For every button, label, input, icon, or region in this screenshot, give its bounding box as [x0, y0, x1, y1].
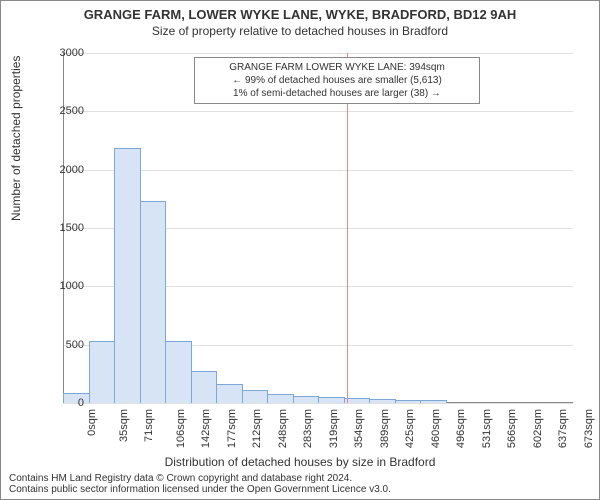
x-tick-label: 425sqm [404, 409, 416, 448]
attribution-line-2: Contains public sector information licen… [9, 484, 589, 495]
x-tick-label: 566sqm [506, 409, 518, 448]
x-tick-label: 531sqm [481, 409, 493, 448]
y-tick-label: 1500 [60, 222, 84, 234]
histogram-bar [267, 394, 294, 403]
annotation-line-1: GRANGE FARM LOWER WYKE LANE: 394sqm [201, 61, 473, 74]
histogram-bar [140, 201, 167, 403]
y-tick-label: 3000 [60, 47, 84, 59]
x-tick-label: 177sqm [226, 409, 238, 448]
histogram-bar [420, 400, 447, 403]
x-tick-label: 71sqm [143, 409, 155, 442]
y-tick-label: 2000 [60, 164, 84, 176]
chart-title: GRANGE FARM, LOWER WYKE LANE, WYKE, BRAD… [1, 7, 599, 22]
histogram-bar [395, 400, 422, 403]
histogram-bar [89, 341, 116, 403]
histogram-bar [216, 384, 243, 403]
histogram-bar [242, 390, 269, 403]
histogram-bar [318, 397, 345, 403]
y-axis-label: Number of detached properties [9, 56, 23, 221]
y-tick-label: 500 [66, 339, 84, 351]
y-tick-label: 0 [78, 397, 84, 409]
gridline [63, 53, 573, 54]
property-marker-line [347, 53, 348, 403]
attribution-line-1: Contains HM Land Registry data © Crown c… [9, 473, 589, 484]
x-axis-label: Distribution of detached houses by size … [1, 455, 599, 469]
y-tick-label: 2500 [60, 105, 84, 117]
y-tick-label: 1000 [60, 280, 84, 292]
gridline [63, 111, 573, 112]
x-tick-label: 106sqm [175, 409, 187, 448]
x-tick-label: 389sqm [379, 409, 391, 448]
x-tick-label: 602sqm [532, 409, 544, 448]
annotation-box: GRANGE FARM LOWER WYKE LANE: 394sqm ← 99… [194, 57, 480, 104]
chart-container: GRANGE FARM, LOWER WYKE LANE, WYKE, BRAD… [0, 0, 600, 500]
histogram-bar [293, 396, 320, 403]
histogram-bar [114, 148, 141, 403]
x-tick-label: 673sqm [583, 409, 595, 448]
x-tick-label: 319sqm [328, 409, 340, 448]
histogram-bar [369, 399, 396, 404]
plot-area [63, 53, 573, 403]
x-tick-label: 283sqm [302, 409, 314, 448]
histogram-bar [191, 371, 218, 403]
x-tick-label: 637sqm [557, 409, 569, 448]
histogram-bar [165, 341, 192, 403]
annotation-line-3: 1% of semi-detached houses are larger (3… [201, 87, 473, 100]
x-tick-label: 496sqm [455, 409, 467, 448]
x-tick-label: 460sqm [430, 409, 442, 448]
chart-subtitle: Size of property relative to detached ho… [1, 24, 599, 38]
gridline [63, 403, 573, 404]
histogram-bar [63, 393, 90, 403]
annotation-line-2: ← 99% of detached houses are smaller (5,… [201, 74, 473, 87]
x-tick-label: 354sqm [353, 409, 365, 448]
x-tick-label: 0sqm [86, 409, 98, 436]
x-tick-label: 212sqm [251, 409, 263, 448]
x-tick-label: 248sqm [277, 409, 289, 448]
attribution-text: Contains HM Land Registry data © Crown c… [9, 473, 589, 495]
x-tick-label: 35sqm [118, 409, 130, 442]
x-tick-label: 142sqm [200, 409, 212, 448]
